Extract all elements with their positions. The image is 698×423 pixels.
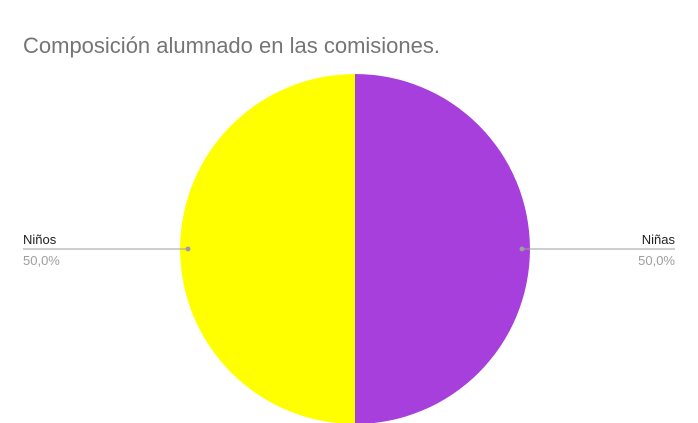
slice-label-ninos: Niños [23,232,57,247]
slice-label-ninas: Niñas [642,232,676,247]
pie-slice-ninos [180,74,355,423]
chart-title: Composición alumnado en las comisiones. [23,33,440,58]
slice-percent-ninas: 50,0% [638,253,675,268]
slice-percent-ninos: 50,0% [23,253,60,268]
pie-slice-ninas [355,74,530,423]
leader-dot-ninos [185,246,191,252]
leader-dot-ninas [519,246,525,252]
